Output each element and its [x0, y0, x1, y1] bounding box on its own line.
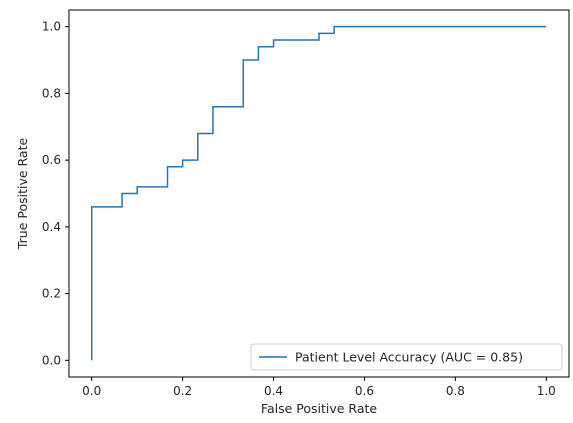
y-tick-label: 0.4 — [42, 220, 61, 234]
y-tick-label: 0.8 — [42, 86, 61, 100]
y-tick-label: 0.2 — [42, 287, 61, 301]
legend: Patient Level Accuracy (AUC = 0.85) — [250, 343, 563, 371]
x-axis-label: False Positive Rate — [261, 401, 377, 416]
plot-area: 0.0 0.2 0.4 0.6 0.8 1.0 0.0 0.2 0.4 0.6 0.8 1.0 — [42, 9, 570, 398]
x-tick-label: 0.8 — [446, 384, 465, 398]
x-tick-label: 0.2 — [173, 384, 192, 398]
y-tick-label: 0.0 — [42, 353, 61, 367]
x-tick-label: 0.0 — [82, 384, 101, 398]
roc-curve-line — [90, 25, 547, 361]
x-tick-label: 0.4 — [264, 384, 283, 398]
y-axis-label: True Positive Rate — [15, 138, 30, 251]
x-axis-ticks: 0.0 0.2 0.4 0.6 0.8 1.0 — [82, 377, 556, 398]
series-layer — [90, 25, 547, 361]
x-tick-label: 0.6 — [355, 384, 374, 398]
legend-box — [250, 343, 563, 371]
y-tick-label: 0.6 — [42, 153, 61, 167]
legend-label: Patient Level Accuracy (AUC = 0.85) — [295, 350, 523, 365]
y-axis-ticks: 0.0 0.2 0.4 0.6 0.8 1.0 — [42, 20, 69, 367]
x-tick-label: 1.0 — [537, 384, 556, 398]
y-tick-label: 1.0 — [42, 20, 61, 34]
plot-frame — [68, 9, 570, 378]
